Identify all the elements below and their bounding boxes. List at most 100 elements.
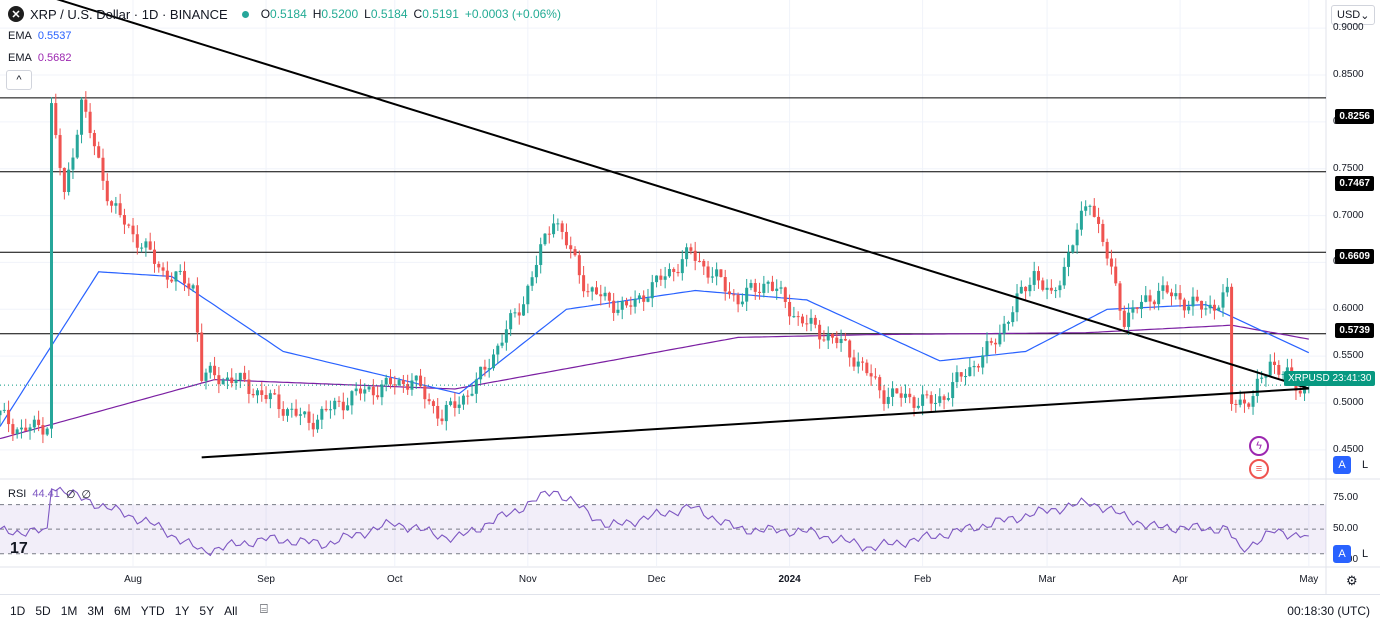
candle-body — [1247, 403, 1251, 407]
candle-body — [569, 245, 573, 250]
candle-body — [959, 372, 963, 377]
candle-body — [161, 267, 165, 271]
range-3m-button[interactable]: 3M — [87, 604, 105, 618]
candle-body — [509, 313, 513, 330]
lightning-icon[interactable]: ϟ — [1249, 436, 1269, 456]
candle-body — [346, 405, 350, 411]
ema-fast-legend[interactable]: EMA 0.5537 — [8, 30, 72, 42]
candle-body — [320, 408, 324, 420]
candle-body — [925, 394, 929, 396]
candle-body — [1178, 293, 1182, 300]
symbol-title[interactable]: XRP / U.S. Dollar · 1D · BINANCE — [30, 6, 228, 22]
candle-body — [964, 376, 968, 378]
candle-body — [650, 282, 654, 299]
range-1d-button[interactable]: 1D — [10, 604, 26, 618]
candle-body — [1255, 378, 1259, 397]
ema-slow-legend[interactable]: EMA 0.5682 — [8, 52, 72, 64]
candle-body — [148, 241, 152, 250]
candle-body — [1041, 280, 1045, 290]
candle-body — [328, 409, 332, 411]
price-tick-label: 0.7500 — [1333, 162, 1364, 174]
currency-select[interactable]: USD ⌄ — [1331, 5, 1375, 25]
collapse-legend-button[interactable]: ^ — [6, 70, 32, 90]
candle-body — [689, 247, 693, 251]
candle-body — [491, 354, 495, 369]
range-ytd-button[interactable]: YTD — [140, 604, 165, 618]
candle-body — [710, 276, 714, 278]
range-all-button[interactable]: All — [224, 604, 238, 618]
candle-body — [826, 333, 830, 341]
candle-body — [916, 405, 920, 408]
candle-body — [792, 316, 796, 318]
candle-body — [762, 283, 766, 293]
candle-body — [719, 269, 723, 277]
chevron-down-icon: ⌄ — [1360, 9, 1370, 22]
current-price-tag: XRPUSD 23:41:30 — [1284, 371, 1376, 386]
candle-body — [972, 365, 976, 368]
candle-body — [273, 393, 277, 395]
us-flag-icon[interactable]: ≡ — [1249, 459, 1269, 479]
candle-body — [1118, 283, 1122, 311]
candle-body — [230, 377, 234, 384]
candle-body — [191, 285, 195, 289]
candle-body — [749, 283, 753, 288]
log-scale-button[interactable]: L — [1361, 459, 1369, 471]
candle-body — [728, 291, 732, 295]
candle-body — [702, 260, 706, 267]
candle-body — [58, 135, 62, 168]
candle-body — [243, 372, 247, 380]
utc-clock[interactable]: 00:18:30 (UTC) — [1287, 604, 1370, 618]
price-tick-label: 0.8500 — [1333, 68, 1364, 80]
price-tick-label: 0.9000 — [1333, 22, 1364, 34]
candle-body — [1097, 216, 1101, 224]
range-1m-button[interactable]: 1M — [60, 604, 78, 618]
gear-icon[interactable]: ⚙ — [1346, 573, 1358, 588]
range-6m-button[interactable]: 6M — [114, 604, 131, 618]
level-tag-3: 0.6609 — [1335, 249, 1374, 264]
candle-body — [1281, 374, 1285, 376]
candle-body — [1268, 361, 1272, 376]
candle-body — [45, 428, 49, 435]
candle-body — [397, 380, 401, 386]
candle-body — [457, 404, 461, 408]
candle-body — [431, 401, 435, 406]
candle-body — [1225, 286, 1229, 293]
rsi-log-scale-button[interactable]: L — [1361, 548, 1369, 560]
candle-body — [380, 384, 384, 398]
tradingview-logo[interactable]: 17 — [10, 540, 28, 557]
candle-body — [582, 275, 586, 292]
time-tick-label: Aug — [124, 574, 142, 585]
candle-body — [367, 386, 371, 390]
candle-body — [1230, 286, 1234, 404]
time-tick-label: Apr — [1172, 574, 1188, 585]
candle-body — [440, 418, 444, 422]
chevron-up-icon: ^ — [16, 74, 22, 86]
candle-body — [410, 380, 414, 390]
candle-body — [461, 395, 465, 405]
candle-body — [341, 401, 345, 411]
candle-body — [1277, 364, 1281, 375]
candle-body — [1139, 301, 1143, 309]
candle-body — [251, 393, 255, 396]
auto-scale-button[interactable]: A — [1333, 456, 1351, 474]
candle-body — [393, 384, 397, 386]
candle-body — [564, 231, 568, 246]
candle-body — [1045, 287, 1049, 290]
candle-body — [28, 427, 32, 431]
candle-body — [11, 424, 15, 435]
candle-body — [539, 244, 543, 265]
candle-body — [697, 260, 701, 262]
range-5y-button[interactable]: 5Y — [199, 604, 215, 618]
calendar-icon[interactable]: ⌸ — [260, 601, 268, 616]
trendline — [56, 0, 1310, 390]
range-5d-button[interactable]: 5D — [35, 604, 51, 618]
range-1y-button[interactable]: 1Y — [174, 604, 190, 618]
candle-body — [848, 340, 852, 358]
level-tag-2: 0.7467 — [1335, 176, 1374, 191]
candle-body — [264, 394, 268, 400]
rsi-legend[interactable]: RSI 44.41 ∅ ∅ — [8, 488, 92, 501]
candle-body — [24, 427, 28, 431]
candle-body — [522, 304, 526, 316]
rsi-auto-scale-button[interactable]: A — [1333, 545, 1351, 563]
price-chart[interactable] — [0, 0, 1380, 594]
